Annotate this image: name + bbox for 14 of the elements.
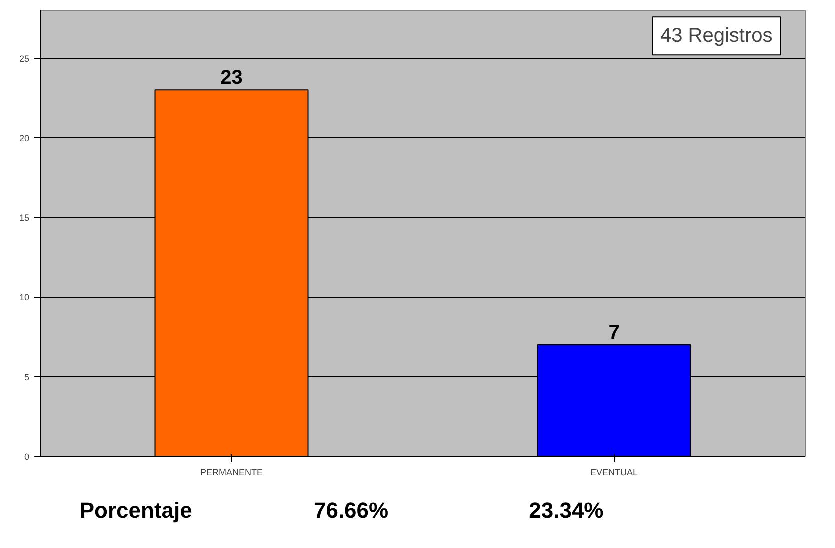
y-tick-label: 20 [19,133,30,144]
data-label: 23 [220,67,243,90]
x-tick-label: PERMANENTE [200,468,264,478]
text: Porcentaje [80,498,192,523]
y-tick-label: 25 [19,54,30,64]
text: 23.34% [529,498,604,523]
annotation: 43 Registros [660,25,773,48]
y-tick-label: 10 [19,292,30,303]
text: 76.66% [314,498,389,523]
y-tick-label: 5 [24,372,30,382]
y-tick-label: 0 [24,452,30,462]
y-tick-label: 15 [19,213,30,224]
x-tick-label: EVENTUAL [590,468,638,478]
data-label: 7 [608,322,620,344]
